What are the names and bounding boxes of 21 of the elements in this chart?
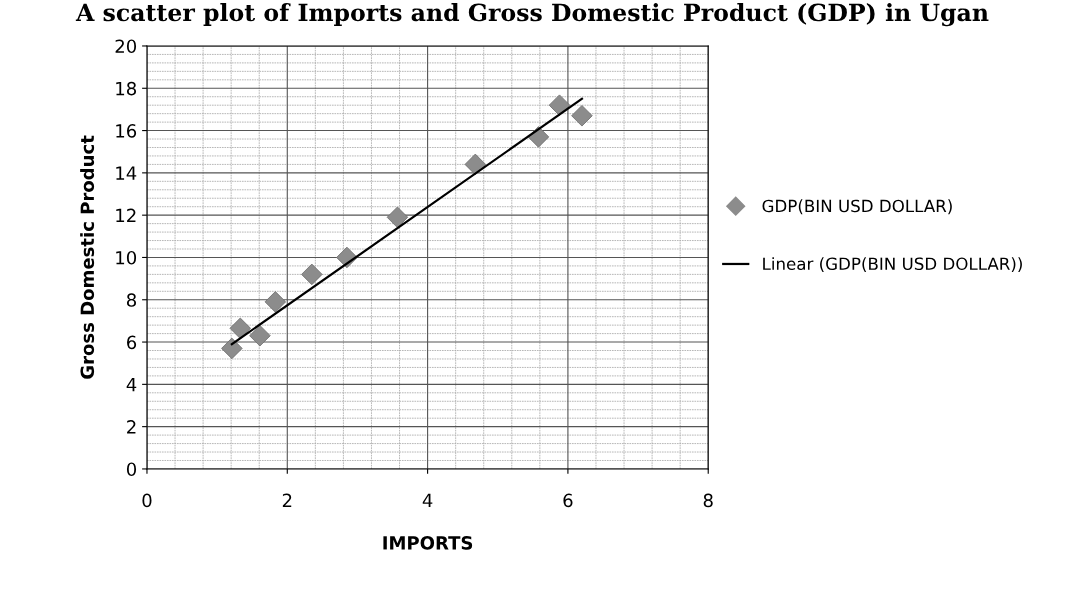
y-tick-label: 12 <box>116 208 136 223</box>
y-tick-label: 20 <box>115 39 137 54</box>
y-tick-label: 2 <box>127 420 136 434</box>
x-tick-label: 4 <box>422 493 433 507</box>
y-tick-label: 8 <box>126 293 137 307</box>
y-tick-label: 4 <box>126 378 137 392</box>
legend-label: Linear (GDP(BIN USD DOLLAR)) <box>763 257 1022 273</box>
y-axis-title: Gross Domestic Product <box>80 135 95 379</box>
y-tick-label: 0 <box>126 462 137 477</box>
x-tick-label: 6 <box>563 493 573 508</box>
x-tick-label: 2 <box>282 493 292 507</box>
x-tick-label: 8 <box>703 493 713 508</box>
legend-label: GDP(BIN USD DOLLAR) <box>762 199 952 215</box>
y-tick-label: 6 <box>127 335 137 350</box>
y-tick-label: 16 <box>116 124 137 138</box>
y-tick-label: 14 <box>116 166 137 180</box>
y-tick-label: 18 <box>116 81 137 96</box>
x-tick-label: 0 <box>142 493 152 508</box>
x-axis-title: IMPORTS <box>383 536 473 550</box>
chart-title: A scatter plot of Imports and Gross Domestic Product (GDP) in Ugan <box>75 3 989 27</box>
y-tick-label: 10 <box>116 250 137 265</box>
